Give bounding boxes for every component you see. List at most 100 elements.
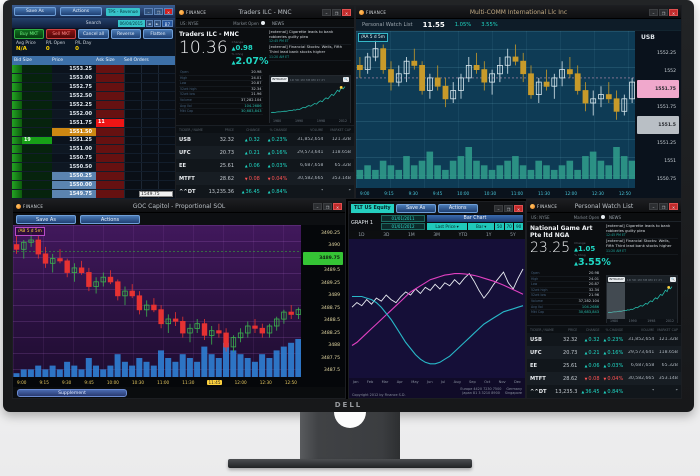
- ladder-row[interactable]: 1550.75: [12, 154, 175, 164]
- ask-size-cell[interactable]: [96, 190, 124, 199]
- mini-chart-toolbar[interactable]: INTRADAY 1D 5D 1M 3M 6M 1Y 2Y 🔍: [270, 76, 350, 83]
- price-cell[interactable]: 1551.00: [52, 145, 96, 154]
- ma-button[interactable]: 70: [504, 223, 514, 230]
- price-cell[interactable]: 1552.25: [52, 100, 96, 109]
- price-cell[interactable]: 1551.75: [52, 118, 96, 127]
- range-tab[interactable]: 1M: [408, 232, 415, 238]
- ask-size-cell[interactable]: [96, 100, 124, 109]
- sell-orders-cell[interactable]: 1549.75: [124, 190, 175, 199]
- sparkline-chart[interactable]: [270, 83, 350, 119]
- ticker-row[interactable]: MTFT 28.62 ▼0.08 ▼0.04% 30,582,665 353.14B: [176, 172, 354, 185]
- price-ladder[interactable]: 1553.25 1553.00 1552.75 1552.50 1552.25 1552.…: [12, 65, 175, 199]
- ticker-row[interactable]: USB 32.32 ▲0.32 ▲0.23% 31,852,654 121.32B: [176, 133, 354, 146]
- ask-size-cell[interactable]: [96, 65, 124, 73]
- chart-symbol-label[interactable]: /AA 5 d 5m: [358, 33, 388, 42]
- sell-orders-cell[interactable]: [124, 127, 175, 136]
- zoom-icon[interactable]: 🔍: [343, 77, 349, 82]
- supplement-button[interactable]: Supplement: [17, 388, 127, 397]
- date-field[interactable]: 06/04/2015: [117, 19, 145, 27]
- actions-button[interactable]: Actions: [59, 7, 102, 16]
- ask-size-cell[interactable]: [96, 172, 124, 181]
- bid-size-cell[interactable]: [22, 181, 52, 190]
- ask-size-cell[interactable]: [96, 127, 124, 136]
- price-cell[interactable]: 1552.00: [52, 109, 96, 118]
- sell-orders-cell[interactable]: [124, 154, 175, 163]
- price-input[interactable]: 1549.75: [139, 191, 173, 197]
- candlestick-chart[interactable]: /AA 5 d 5m: [356, 31, 635, 188]
- range-tab[interactable]: YTD: [458, 232, 468, 238]
- flatten-button[interactable]: Flatten: [142, 29, 174, 39]
- sell-mkt-button[interactable]: Sell MKT: [46, 29, 77, 39]
- buy-column-strip[interactable]: [12, 154, 22, 163]
- candlestick-chart[interactable]: /AB 5 d 5m: [13, 225, 301, 377]
- intraday-dropdown[interactable]: INTRADAY: [608, 277, 625, 282]
- ask-size-cell[interactable]: [96, 109, 124, 118]
- buy-column-strip[interactable]: [12, 172, 22, 181]
- bid-size-cell[interactable]: [22, 118, 52, 127]
- range-tab[interactable]: 3D: [383, 232, 390, 238]
- buy-column-strip[interactable]: [12, 190, 22, 199]
- ask-size-cell[interactable]: [96, 91, 124, 100]
- bid-size-cell[interactable]: [22, 109, 52, 118]
- price-cell[interactable]: 1552.75: [52, 82, 96, 91]
- save-as-button[interactable]: Save As: [395, 203, 436, 213]
- minimize-icon[interactable]: –: [649, 202, 658, 210]
- ask-size-cell[interactable]: 11: [96, 118, 124, 127]
- ladder-row[interactable]: 1552.00: [12, 109, 175, 119]
- ladder-row[interactable]: 1552.25: [12, 100, 175, 110]
- ticker-row[interactable]: EE 25.61 ▲0.06 ▲0.03% 6,687,658 65.32B: [527, 359, 681, 372]
- bid-size-cell[interactable]: [22, 91, 52, 100]
- mini-chart-toolbar[interactable]: INTRADAY 1D 5D 1M 3M 6M 1Y 2Y 🔍: [607, 276, 677, 283]
- bid-size-cell[interactable]: [22, 145, 52, 154]
- price-cell[interactable]: 1553.00: [52, 73, 96, 82]
- price-cell[interactable]: 1550.50: [52, 163, 96, 172]
- maximize-icon[interactable]: ❐: [659, 8, 668, 16]
- minimize-icon[interactable]: –: [144, 8, 153, 15]
- range-tab[interactable]: 1Y: [486, 232, 492, 238]
- sparkline-chart[interactable]: [607, 283, 677, 319]
- maximize-icon[interactable]: ❐: [323, 202, 332, 210]
- buy-column-strip[interactable]: [12, 73, 22, 82]
- ladder-row[interactable]: 1553.25: [12, 65, 175, 74]
- ticker-button[interactable]: TLT US Equity: [351, 203, 394, 213]
- search-input[interactable]: Search: [85, 20, 102, 26]
- ask-size-cell[interactable]: [96, 181, 124, 190]
- ask-size-cell[interactable]: [96, 82, 124, 91]
- date-to-field[interactable]: 01/01/2012: [381, 223, 425, 230]
- price-cell[interactable]: 1553.25: [52, 65, 96, 73]
- sell-orders-cell[interactable]: [124, 100, 175, 109]
- sell-orders-cell[interactable]: [124, 118, 175, 127]
- date-from-field[interactable]: 01/01/2011: [381, 215, 425, 222]
- price-cell[interactable]: 1551.25: [52, 136, 96, 145]
- minimize-icon[interactable]: –: [494, 204, 503, 212]
- sell-orders-cell[interactable]: [124, 73, 175, 82]
- mini-chart[interactable]: INTRADAY 1D 5D 1M 3M 6M 1Y 2Y 🔍 1980 1990…: [606, 275, 678, 326]
- type-dropdown[interactable]: Bar ▾: [468, 223, 495, 230]
- maximize-icon[interactable]: ❐: [154, 8, 163, 15]
- prev-icon[interactable]: ◄: [145, 19, 153, 27]
- ticker-row[interactable]: UFC 20.73 ▲0.21 ▲0.16% 29,573,641 118.65B: [527, 346, 681, 359]
- cancel-all-button[interactable]: Cancel all: [78, 29, 109, 39]
- next-icon[interactable]: ►: [153, 19, 161, 27]
- maximize-icon[interactable]: ❐: [332, 8, 341, 16]
- buy-column-strip[interactable]: [12, 136, 22, 145]
- zoom-icon[interactable]: 🔍: [670, 277, 676, 282]
- close-icon[interactable]: ✕: [669, 202, 678, 210]
- ask-size-cell[interactable]: [96, 136, 124, 145]
- actions-button[interactable]: Actions: [437, 203, 478, 213]
- ladder-row[interactable]: 19 1551.25: [12, 136, 175, 146]
- price-cell[interactable]: 1551.50: [52, 127, 96, 136]
- ladder-row[interactable]: 1551.50: [12, 127, 175, 137]
- bid-size-cell[interactable]: [22, 73, 52, 82]
- ma-button[interactable]: 50: [495, 223, 504, 230]
- news-item[interactable]: [external] Cigarette leads to bank robbe…: [269, 29, 351, 46]
- range-tabs[interactable]: 1D 5D 1M 3M 6M 1Y 2Y: [626, 277, 663, 282]
- maximize-icon[interactable]: ❐: [659, 202, 668, 210]
- buy-column-strip[interactable]: [12, 109, 22, 118]
- ladder-row[interactable]: 1551.00: [12, 145, 175, 155]
- ladder-row[interactable]: 1552.75: [12, 82, 175, 92]
- ladder-row[interactable]: 1550.25: [12, 172, 175, 182]
- reverse-button[interactable]: Reverse: [110, 29, 141, 39]
